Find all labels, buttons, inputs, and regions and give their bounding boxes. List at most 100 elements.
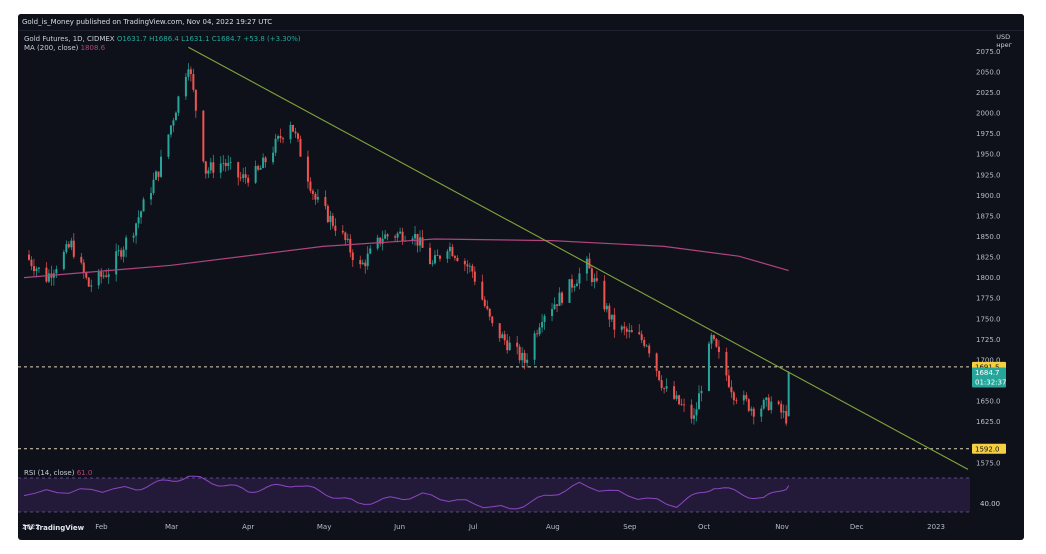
candle-body xyxy=(227,162,230,167)
candle-body xyxy=(678,395,681,405)
y-tick-label: 1775.0 xyxy=(976,295,1001,303)
candle-body xyxy=(105,275,108,277)
candle-body xyxy=(481,281,484,300)
candle-body xyxy=(212,162,215,173)
candle-body xyxy=(172,120,175,126)
candle-body xyxy=(428,247,431,264)
candle-body xyxy=(120,250,123,257)
candle-body xyxy=(730,386,733,393)
price-chart[interactable]: 2075.0 2050.0 2025.0 2000.0 1975.0 1950.0 1925… xyxy=(18,31,1024,540)
candle-body xyxy=(264,157,267,163)
x-tick-label: 2022 xyxy=(22,523,40,531)
candle-body xyxy=(438,255,441,259)
badge-price: 1684.7 xyxy=(975,369,1000,377)
candle-body xyxy=(326,206,329,223)
candle-body xyxy=(613,314,616,330)
candle-body xyxy=(523,352,526,363)
candle-body xyxy=(202,110,205,162)
candle-body xyxy=(561,292,564,303)
candle-body xyxy=(660,380,663,389)
ohlc-open: O1631.7 xyxy=(116,35,147,43)
rsi-title: RSI (14, close) xyxy=(24,469,75,477)
candle-body xyxy=(386,234,389,237)
candle-body xyxy=(346,238,349,240)
candle-body xyxy=(551,309,554,317)
candle-body xyxy=(117,250,120,252)
candle-body xyxy=(45,267,48,282)
candle-body xyxy=(765,397,768,400)
candle-body xyxy=(329,215,332,223)
candle-body xyxy=(159,156,162,177)
candle-body xyxy=(451,246,454,257)
candle-body xyxy=(242,174,245,179)
candle-body xyxy=(204,161,207,174)
candle-body xyxy=(419,237,422,246)
candle-body xyxy=(536,333,539,335)
candle-body xyxy=(102,275,105,277)
candle-body xyxy=(394,236,397,238)
y-tick-label: 1650.0 xyxy=(976,398,1001,406)
candle-body xyxy=(453,256,456,258)
candle-body xyxy=(294,131,297,134)
candle-body xyxy=(306,156,309,182)
candle-body xyxy=(55,269,58,274)
candle-body xyxy=(174,112,177,121)
chart-area[interactable]: 2075.0 2050.0 2025.0 2000.0 1975.0 1950.0 1925… xyxy=(18,31,1024,540)
y-tick-label: 1850.0 xyxy=(976,233,1001,241)
candle-body xyxy=(543,316,546,323)
candle-body xyxy=(237,162,240,178)
footer-brand[interactable]: TV TradingView xyxy=(23,524,84,532)
trendline xyxy=(188,46,969,470)
candle-body xyxy=(244,174,247,178)
candle-body xyxy=(695,409,698,416)
ohlc-change: +53.8 (+3.30%) xyxy=(243,35,301,43)
candle-body xyxy=(750,408,753,411)
candle-body xyxy=(717,346,720,353)
candle-body xyxy=(311,190,314,194)
candle-body xyxy=(463,260,466,265)
candle-body xyxy=(541,322,544,328)
candle-body xyxy=(638,332,641,335)
candle-body xyxy=(349,238,352,253)
candle-body xyxy=(575,283,578,287)
candle-body xyxy=(155,171,158,180)
candle-body xyxy=(727,375,730,387)
y-axis-ticks: 2075.0 2050.0 2025.0 2000.0 1975.0 1950.0 1925… xyxy=(976,48,1001,467)
candle-body xyxy=(468,265,471,267)
candle-body xyxy=(630,330,633,333)
candle-body xyxy=(590,268,593,282)
tradingview-wordmark: TradingView xyxy=(35,524,85,532)
candle-body xyxy=(752,408,755,417)
candle-body xyxy=(516,342,519,347)
candle-body xyxy=(625,328,628,332)
candle-body xyxy=(331,215,334,226)
candle-body xyxy=(568,279,571,303)
candle-body xyxy=(341,230,344,233)
candle-body xyxy=(683,404,686,406)
candle-body xyxy=(97,271,100,286)
y-tick-label: 1750.0 xyxy=(976,315,1001,323)
rsi-level-label: 40.00 xyxy=(980,500,1000,508)
currency-label[interactable]: USD нрег xyxy=(996,33,1012,49)
x-axis-ticks: 2022 Feb Mar Apr May Jun Jul Aug Sep Oct Nov Dec 202… xyxy=(22,523,945,531)
candle-body xyxy=(693,415,696,419)
candle-body xyxy=(224,163,227,167)
candle-body xyxy=(80,256,83,263)
candle-body xyxy=(351,252,354,261)
y-tick-label: 1875.0 xyxy=(976,212,1001,220)
ohlc-low: L1631.1 xyxy=(181,35,210,43)
candle-body xyxy=(192,74,195,90)
candle-body xyxy=(369,248,372,254)
badge-price-bg xyxy=(972,367,1006,388)
symbol-label: Gold Futures, 1D, CIDMEX xyxy=(24,35,115,43)
candle-body xyxy=(785,411,788,424)
candle-body xyxy=(486,306,489,309)
candle-body xyxy=(292,124,295,132)
x-tick-label: Aug xyxy=(546,523,560,531)
candle-body xyxy=(782,411,785,413)
candle-body xyxy=(745,395,748,400)
candle-body xyxy=(518,346,521,361)
candle-body xyxy=(70,240,73,248)
candle-body xyxy=(137,217,140,224)
candle-body xyxy=(85,272,88,278)
